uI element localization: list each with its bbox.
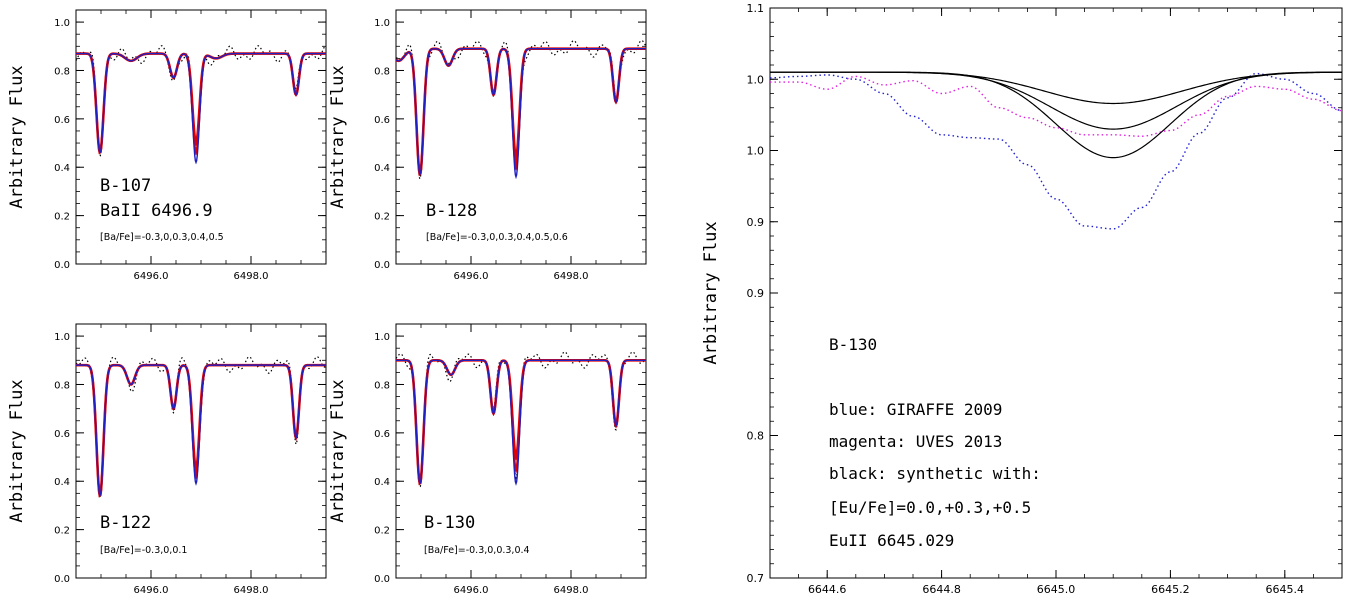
panel-b122: Arbitrary Flux B-122 [Ba/Fe]=-0.3,0,0.1 … [7, 323, 327, 596]
star-label: B-130 [424, 513, 475, 533]
synthetic-spectrum-blue [396, 48, 646, 180]
y-tick-label: 0.0 [374, 574, 390, 585]
abundance-label: [Ba/Fe]=-0.3,0,0.3,0.4 [424, 545, 530, 556]
observed-spectrum [396, 351, 646, 488]
abundance-label: [Ba/Fe]=-0.3,0,0.1 [100, 545, 187, 556]
panel-b130: Arbitrary Flux B-130 [Ba/Fe]=-0.3,0,0.3,… [328, 323, 647, 596]
synthetic-spectrum-blue [396, 359, 646, 486]
x-tick-label: 6645.4 [1266, 583, 1305, 596]
panel-frame [769, 7, 1343, 579]
panel-frame [75, 323, 327, 579]
y-tick-label: 0.6 [374, 429, 390, 440]
synthetic-spectrum-blue [76, 364, 326, 497]
y-tick-label: 0.2 [54, 526, 70, 537]
synthetic-spectrum-red [396, 47, 646, 177]
x-tick-label: 6645.0 [1037, 583, 1076, 596]
x-tick-label: 6498.0 [554, 271, 589, 282]
y-axis-label: Arbitrary Flux [701, 221, 721, 364]
y-tick-label: 0.8 [374, 380, 390, 391]
y-tick-label: 0.8 [54, 66, 70, 77]
abundance-label: [Eu/Fe]=0.0,+0.3,+0.5 [829, 498, 1031, 517]
synthetic-spectrum-red [76, 364, 326, 498]
y-axis-label: Arbitrary Flux [328, 65, 348, 208]
y-tick-label: 0.6 [54, 115, 70, 126]
panel-b128: Arbitrary Flux B-128 [Ba/Fe]=-0.3,0,0.3,… [328, 9, 647, 282]
y-tick-label: 0.9 [747, 216, 765, 229]
y-tick-label: 0.4 [54, 163, 70, 174]
y-tick-label: 0.7 [747, 572, 765, 585]
panel-eu: Arbitrary Flux B-130 blue: GIRAFFE 2009 … [701, 2, 1343, 596]
x-tick-label: 6498.0 [554, 585, 589, 596]
x-tick-label: 6644.6 [808, 583, 847, 596]
y-tick-label: 1.0 [54, 332, 70, 343]
y-tick-label: 0.8 [747, 430, 765, 443]
legend-black: black: synthetic with: [829, 464, 1041, 483]
x-tick-label: 6496.0 [134, 585, 169, 596]
y-tick-label: 0.0 [54, 574, 70, 585]
y-tick-label: 1.0 [747, 73, 765, 86]
y-axis-label: Arbitrary Flux [7, 65, 27, 208]
y-tick-label: 0.9 [747, 287, 765, 300]
y-axis-label: Arbitrary Flux [328, 379, 348, 522]
synthetic-spectrum [770, 71, 1342, 130]
y-tick-label: 1.1 [747, 2, 765, 15]
x-tick-label: 6644.8 [922, 583, 961, 596]
panel-b107: Arbitrary Flux B-107 BaII 6496.9 [Ba/Fe]… [7, 9, 327, 282]
star-label: B-107 [100, 176, 151, 196]
y-tick-label: 0.4 [374, 477, 390, 488]
x-tick-label: 6496.0 [454, 271, 489, 282]
y-tick-label: 0.8 [374, 66, 390, 77]
y-tick-label: 1.0 [374, 332, 390, 343]
observed-spectrum [770, 72, 1342, 230]
observed-spectrum [770, 75, 1342, 137]
y-tick-label: 0.0 [54, 260, 70, 271]
legend-magenta: magenta: UVES 2013 [829, 432, 1002, 451]
synthetic-spectrum-red [76, 363, 326, 498]
y-tick-label: 0.2 [374, 526, 390, 537]
x-tick-label: 6496.0 [454, 585, 489, 596]
line-label: EuII 6645.029 [829, 531, 954, 550]
x-tick-label: 6498.0 [234, 585, 269, 596]
star-label: B-128 [426, 201, 477, 221]
y-tick-label: 1.0 [374, 18, 390, 29]
star-label: B-130 [829, 335, 877, 354]
x-tick-label: 6645.2 [1151, 583, 1190, 596]
panel-frame [75, 9, 327, 265]
x-tick-label: 6498.0 [234, 271, 269, 282]
line-label: BaII 6496.9 [100, 201, 213, 221]
observed-spectrum [76, 356, 326, 498]
y-axis-label: Arbitrary Flux [7, 379, 27, 522]
abundance-label: [Ba/Fe]=-0.3,0,0.3,0.4,0.5,0.6 [426, 232, 568, 243]
y-tick-label: 0.0 [374, 260, 390, 271]
x-tick-label: 6496.0 [134, 271, 169, 282]
synthetic-spectrum [770, 71, 1342, 159]
y-tick-label: 1.0 [54, 18, 70, 29]
y-tick-label: 0.2 [374, 212, 390, 223]
y-tick-label: 0.4 [374, 163, 390, 174]
synthetic-spectrum-red [396, 359, 646, 486]
y-tick-label: 1.0 [747, 145, 765, 158]
y-tick-label: 0.4 [54, 477, 70, 488]
star-label: B-122 [100, 513, 151, 533]
synthetic-spectrum-blue [76, 52, 326, 165]
abundance-label: [Ba/Fe]=-0.3,0,0.3,0.4,0.5 [100, 232, 224, 243]
y-tick-label: 0.2 [54, 212, 70, 223]
y-tick-label: 0.8 [54, 380, 70, 391]
legend-blue: blue: GIRAFFE 2009 [829, 400, 1002, 419]
y-tick-label: 0.6 [374, 115, 390, 126]
y-tick-label: 0.6 [54, 429, 70, 440]
synthetic-spectrum-red [396, 358, 646, 486]
